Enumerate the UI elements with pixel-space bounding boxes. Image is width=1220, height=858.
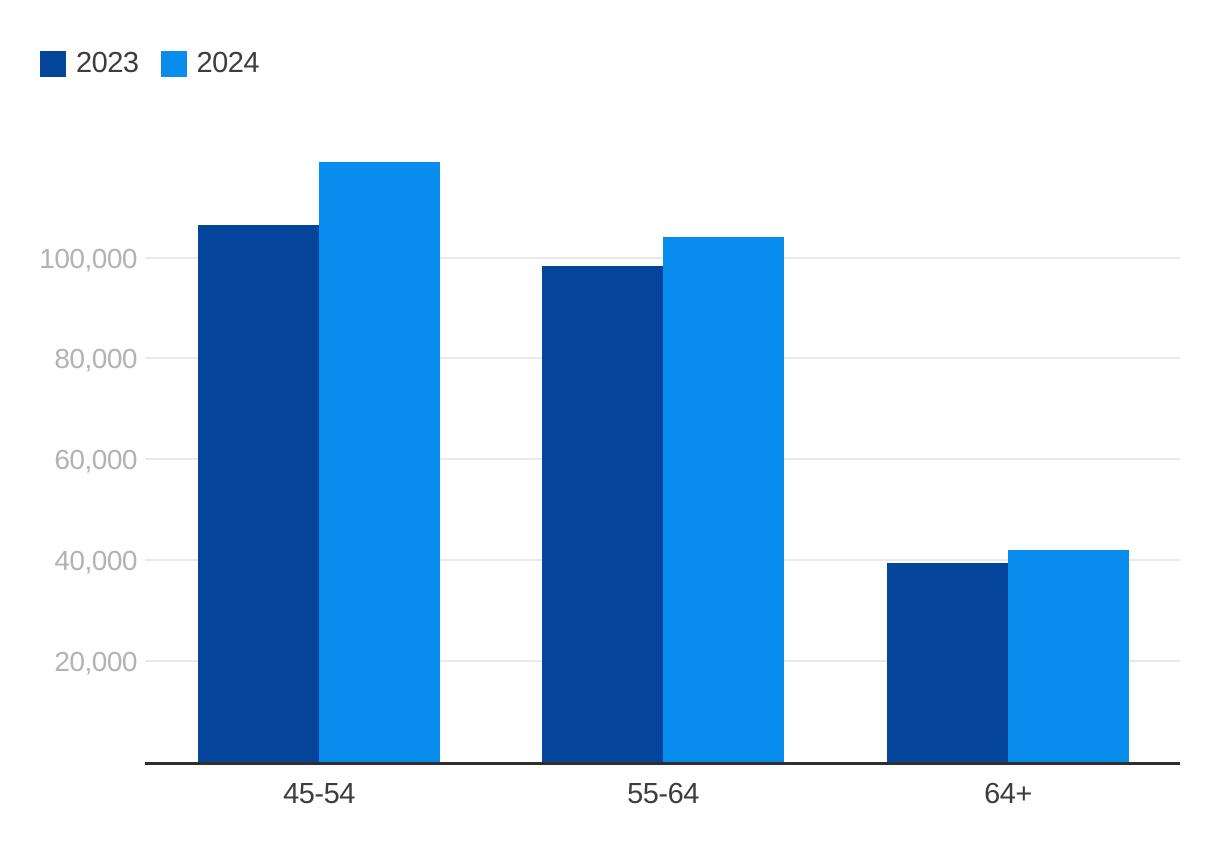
- legend-item-2023[interactable]: 2023: [40, 47, 139, 80]
- x-axis-line: [145, 762, 1180, 765]
- ytick-label-20000: 20,000: [54, 646, 137, 678]
- bar-2023-55-64[interactable]: [542, 266, 663, 762]
- gridline-100000: [145, 256, 1180, 259]
- ytick-label-60000: 60,000: [54, 444, 137, 476]
- xtick-label-64+: 64+: [984, 778, 1032, 810]
- ytick-label-40000: 40,000: [54, 545, 137, 577]
- legend-label-2023: 2023: [76, 47, 139, 79]
- bar-2024-45-54[interactable]: [319, 161, 440, 762]
- legend-swatch-2023: [40, 50, 66, 77]
- legend-item-2024[interactable]: 2024: [160, 47, 260, 80]
- bar-2023-64+[interactable]: [887, 562, 1008, 762]
- chart-legend: 2023 2024: [40, 47, 260, 80]
- ytick-label-100000: 100,000: [39, 242, 137, 274]
- bar-2024-55-64[interactable]: [663, 237, 784, 762]
- legend-label-2024: 2024: [196, 47, 260, 79]
- bar-2023-45-54[interactable]: [198, 224, 319, 762]
- bar-2024-64+[interactable]: [1008, 550, 1129, 762]
- ytick-label-80000: 80,000: [54, 343, 137, 375]
- legend-swatch-2024: [160, 50, 187, 77]
- xtick-label-55-64: 55-64: [627, 778, 699, 810]
- xtick-label-45-54: 45-54: [283, 778, 355, 810]
